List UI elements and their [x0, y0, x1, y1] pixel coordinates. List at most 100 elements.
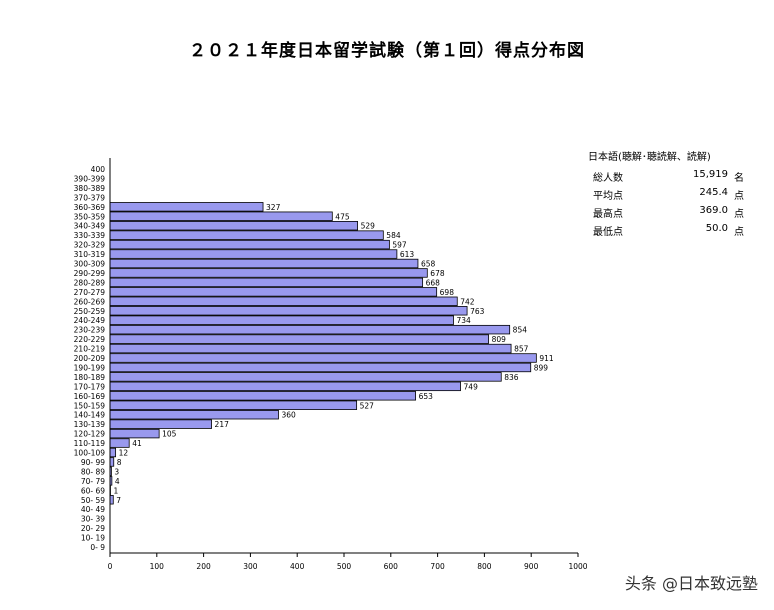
stat-unit: 点: [734, 227, 744, 238]
bar: [109, 324, 511, 335]
bar: [109, 372, 502, 382]
bar: [109, 362, 532, 373]
value-label: 584: [386, 231, 401, 240]
value-label: 360: [281, 411, 296, 420]
stat-value: 369.0: [699, 205, 728, 216]
category-label: 250-259: [74, 307, 106, 316]
x-tick-label: 800: [477, 562, 492, 571]
value-label: 734: [457, 316, 472, 325]
bar: [109, 287, 438, 297]
stat-unit: 点: [734, 191, 744, 202]
bar: [109, 400, 358, 410]
category-label: 280-289: [74, 278, 106, 287]
bar: [109, 428, 160, 439]
page-title: ２０２１年度日本留学試験（第１回）得点分布図: [189, 41, 585, 61]
stats-panel: 日本語(聴解･聴読解、読解) 総人数 15,919 名 平均点 245.4 点 …: [588, 148, 768, 241]
category-label: 120-129: [74, 430, 106, 439]
x-tick-label: 900: [524, 562, 539, 571]
value-label: 527: [360, 401, 375, 410]
bar: [109, 438, 130, 448]
bar: [109, 268, 428, 278]
stat-value: 50.0: [705, 223, 728, 234]
x-tick-label: 400: [290, 562, 305, 571]
bar: [109, 334, 490, 344]
bar: [109, 230, 384, 240]
category-label: 340-349: [74, 222, 106, 231]
bar: [109, 447, 117, 458]
bar: [109, 381, 461, 392]
value-label: 475: [335, 212, 350, 221]
stat-label: 最低点: [593, 227, 623, 238]
category-label: 110-119: [74, 439, 106, 448]
category-label: 330-339: [74, 231, 106, 240]
value-label: 1: [113, 486, 118, 495]
category-label: 80- 89: [81, 467, 105, 476]
value-label: 7: [116, 496, 121, 505]
value-label: 41: [132, 439, 142, 448]
value-label: 678: [430, 269, 445, 278]
category-label: 160-169: [74, 392, 106, 401]
x-tick-label: 0: [108, 562, 113, 571]
category-label: 50- 59: [81, 496, 105, 505]
bar: [109, 220, 358, 231]
value-label: 911: [539, 354, 554, 363]
category-label: 270-279: [74, 288, 106, 297]
value-label: 105: [162, 430, 177, 439]
value-label: 327: [266, 203, 281, 212]
value-label: 658: [421, 260, 436, 269]
category-label: 350-359: [74, 212, 106, 221]
category-label: 60- 69: [81, 486, 105, 495]
stat-label: 総人数: [593, 173, 623, 184]
x-tick-label: 600: [384, 562, 399, 571]
category-label: 130-139: [74, 420, 106, 429]
value-label: 698: [440, 288, 455, 297]
category-label: 400: [91, 165, 106, 174]
value-label: 668: [426, 278, 441, 287]
category-label: 290-299: [74, 269, 106, 278]
category-label: 260-269: [74, 297, 106, 306]
category-label: 30- 39: [81, 515, 105, 524]
bar: [109, 457, 115, 467]
value-label: 4: [115, 477, 120, 486]
category-label: 40- 49: [81, 505, 105, 514]
value-label: 217: [215, 420, 230, 429]
stat-row-average: 平均点 245.4 点: [588, 187, 768, 205]
stat-value: 245.4: [699, 187, 728, 198]
stat-row-total: 総人数 15,919 名: [588, 169, 768, 187]
bar: [109, 306, 468, 316]
bar: [109, 315, 454, 325]
category-label: 310-319: [74, 250, 106, 259]
bar: [109, 353, 537, 363]
bar: [109, 296, 458, 307]
stat-label: 平均点: [593, 191, 623, 202]
bar: [109, 249, 398, 259]
category-label: 100-109: [74, 449, 106, 458]
value-label: 653: [419, 392, 434, 401]
stat-unit: 名: [734, 173, 744, 184]
category-label: 300-309: [74, 260, 106, 269]
value-label: 597: [392, 241, 407, 250]
category-label: 180-189: [74, 373, 106, 382]
category-label: 90- 99: [81, 458, 105, 467]
stat-row-min: 最低点 50.0 点: [588, 223, 768, 241]
category-label: 210-219: [74, 345, 106, 354]
x-tick-label: 700: [430, 562, 445, 571]
value-label: 899: [534, 363, 549, 372]
category-label: 190-199: [74, 363, 106, 372]
value-label: 836: [504, 373, 519, 382]
x-tick-label: 500: [337, 562, 352, 571]
value-label: 749: [464, 382, 479, 391]
category-label: 170-179: [74, 382, 106, 391]
category-label: 140-149: [74, 411, 106, 420]
x-tick-label: 1000: [568, 562, 587, 571]
stats-title: 日本語(聴解･聴読解、読解): [588, 152, 711, 163]
x-tick-label: 100: [150, 562, 165, 571]
category-label: 360-369: [74, 203, 106, 212]
bar: [109, 409, 279, 420]
category-label: 370-379: [74, 193, 106, 202]
category-label: 380-389: [74, 184, 106, 193]
value-label: 742: [460, 297, 475, 306]
category-label: 10- 19: [81, 534, 105, 543]
category-label: 70- 79: [81, 477, 105, 486]
